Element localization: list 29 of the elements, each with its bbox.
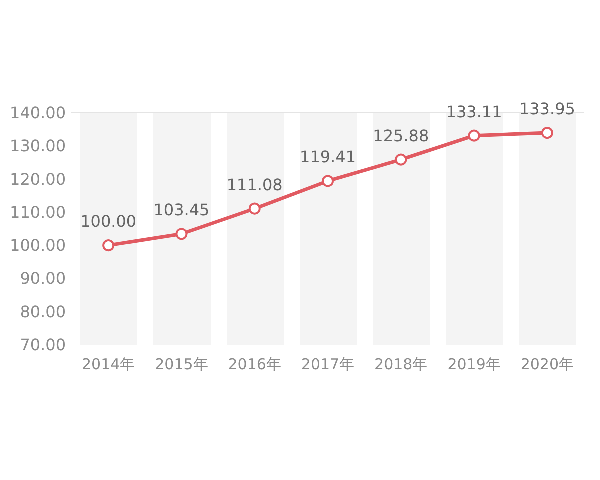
data-label: 111.08 [226, 175, 283, 194]
point [248, 202, 261, 215]
x-tick-label: 2020年 [520, 356, 574, 374]
y-tick-label: 100.00 [10, 236, 66, 256]
y-tick-label: 130.00 [10, 136, 66, 156]
point [541, 127, 554, 140]
data-label: 103.45 [154, 200, 210, 220]
y-tick-label: 140.00 [10, 104, 66, 122]
x-tick-label: 2017年 [301, 356, 355, 374]
y-tick-label: 90.00 [20, 269, 66, 288]
y-tick-label: 120.00 [10, 170, 66, 189]
data-label: 100.00 [80, 212, 137, 232]
data-label: 119.41 [300, 148, 356, 167]
y-tick-label: 70.00 [20, 336, 66, 354]
data-label: 125.88 [373, 126, 430, 146]
x-tick-label: 2018年 [374, 356, 428, 374]
x-tick-label: 2016年 [228, 356, 282, 374]
point [176, 228, 188, 240]
point [468, 130, 480, 142]
point [322, 175, 334, 188]
x-tick-label: 2015年 [155, 356, 208, 374]
x-tick-label: 2019年 [448, 356, 501, 374]
y-tick-label: 80.00 [20, 302, 66, 322]
point [102, 240, 115, 252]
y-tick-label: 110.00 [10, 202, 66, 222]
data-label: 133.11 [446, 102, 502, 122]
x-tick-label: 2014年 [82, 356, 136, 374]
data-label: 133.95 [519, 100, 576, 119]
point [395, 154, 408, 166]
